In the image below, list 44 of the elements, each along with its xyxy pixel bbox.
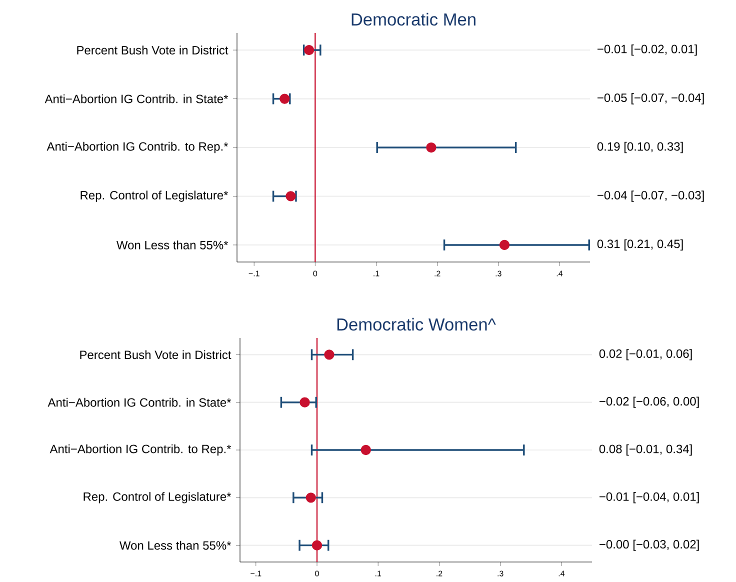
- y-tick-label: Anti−Abortion IG Contrib. to Rep.*: [46, 142, 228, 154]
- text: 0.02 [−0.01, 0.06]: [599, 349, 692, 360]
- x-tick-label: .1: [374, 270, 380, 276]
- x-tick-label: .2: [434, 270, 440, 276]
- text: 0.19 [0.10, 0.33]: [597, 142, 683, 154]
- point: [426, 142, 436, 153]
- point: [300, 397, 310, 408]
- text: 0.31 [0.21, 0.45]: [597, 239, 683, 251]
- text: −0.01 [−0.02, 0.01]: [598, 44, 697, 56]
- text: −0.01 [−0.04, 0.01]: [600, 492, 699, 504]
- text: −0.04 [−0.07, −0.03]: [598, 190, 704, 202]
- point: [286, 191, 296, 202]
- point: [312, 540, 322, 550]
- x-tick-label: .4: [558, 570, 565, 576]
- x-tick-label: −.1: [248, 270, 260, 276]
- y-tick-label: Anti−Abortion IG Contrib. in State*: [48, 398, 232, 407]
- y-tick-label: Rep. Control of Legislature*: [84, 492, 232, 504]
- x-tick-label: −.1: [250, 570, 262, 576]
- point: [499, 240, 510, 250]
- text: −0.05 [−0.07, −0.04]: [598, 93, 704, 104]
- x-tick-label: 0: [313, 270, 318, 276]
- y-tick-label: Percent Bush Vote in District: [77, 46, 228, 54]
- point: [280, 94, 290, 104]
- x-tick-label: .1: [376, 570, 382, 576]
- point: [306, 492, 316, 503]
- y-tick-label: Won Less than 55%*: [116, 240, 228, 250]
- point: [304, 44, 314, 56]
- y-tick-label: Anti−Abortion IG Contrib. in State*: [44, 94, 228, 104]
- y-tick-label: Percent Bush Vote in District: [80, 350, 232, 360]
- x-tick-label: .2: [436, 570, 442, 576]
- x-tick-label: .4: [556, 270, 563, 276]
- x-tick-label: .3: [498, 570, 504, 576]
- chart-title: Democratic Women^: [337, 318, 496, 331]
- y-tick-label: Rep. Control of Legislature*: [80, 190, 228, 202]
- chart-title: Democratic Men: [352, 12, 476, 26]
- x-tick-label: 0: [315, 570, 319, 576]
- point: [324, 350, 334, 360]
- y-tick-label: Anti−Abortion IG Contrib. to Rep.*: [50, 444, 232, 456]
- point: [360, 444, 371, 456]
- x-tick-label: .3: [496, 270, 502, 276]
- text: −0.02 [−0.06, 0.00]: [600, 396, 699, 408]
- y-tick-label: Won Less than 55%*: [120, 540, 232, 550]
- text: −0.00 [−0.03, 0.02]: [600, 540, 699, 551]
- text: 0.08 [−0.01, 0.34]: [599, 444, 692, 456]
